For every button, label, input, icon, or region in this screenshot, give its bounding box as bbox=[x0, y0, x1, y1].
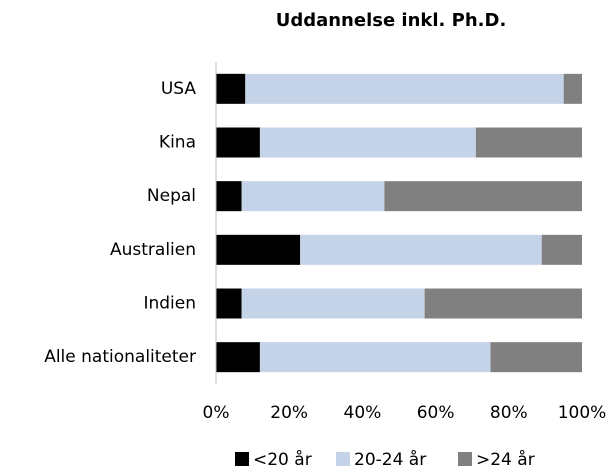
bar-segment bbox=[563, 73, 582, 104]
y-tick-label: Alle nationaliteter bbox=[44, 347, 196, 367]
y-tick-label: USA bbox=[161, 79, 197, 99]
x-tick-label: 80% bbox=[490, 403, 528, 423]
bar-segment bbox=[259, 127, 476, 158]
bar-segment bbox=[241, 181, 385, 212]
x-tick-label: 60% bbox=[417, 403, 455, 423]
x-tick-label: 40% bbox=[344, 403, 382, 423]
bar-segment bbox=[216, 127, 260, 158]
bar-segment bbox=[300, 234, 542, 265]
x-tick-label: 100% bbox=[558, 403, 607, 423]
bar-segment bbox=[216, 73, 246, 104]
bar-segment bbox=[424, 288, 582, 319]
legend-label: 20-24 år bbox=[354, 449, 426, 470]
y-tick-label: Nepal bbox=[147, 186, 196, 206]
legend-label: >24 år bbox=[476, 449, 535, 470]
legend-swatch bbox=[235, 452, 249, 466]
bar-segment bbox=[384, 181, 582, 212]
legend-swatch bbox=[458, 452, 472, 466]
legend-label: <20 år bbox=[253, 449, 312, 470]
bar-segment bbox=[490, 342, 582, 373]
bar-segment bbox=[216, 288, 242, 319]
bar-segment bbox=[475, 127, 582, 158]
bar-segment bbox=[216, 342, 260, 373]
y-tick-label: Kina bbox=[159, 133, 196, 153]
bar-segment bbox=[216, 234, 301, 265]
bar-segment bbox=[216, 181, 242, 212]
bar-segment bbox=[245, 73, 564, 104]
bar-segment bbox=[241, 288, 425, 319]
y-tick-label: Australien bbox=[110, 240, 196, 260]
x-tick-label: 20% bbox=[270, 403, 308, 423]
bar-segment bbox=[259, 342, 491, 373]
bar-segment bbox=[541, 234, 582, 265]
x-tick-label: 0% bbox=[203, 403, 230, 423]
chart-title: Uddannelse inkl. Ph.D. bbox=[276, 10, 507, 31]
legend-swatch bbox=[336, 452, 350, 466]
y-tick-label: Indien bbox=[143, 294, 196, 314]
